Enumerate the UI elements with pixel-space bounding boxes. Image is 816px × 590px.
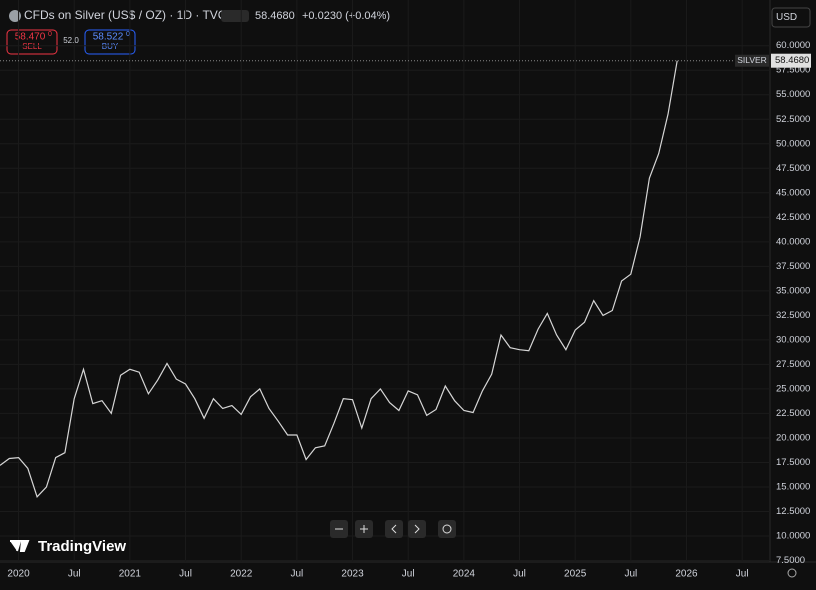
y-tick-label: 27.5000	[776, 359, 810, 370]
price: 58.4680	[255, 10, 295, 22]
x-tick-label: 2025	[564, 569, 587, 580]
buy-price[interactable]: 58.522	[93, 32, 124, 43]
currency-button[interactable]	[771, 7, 811, 28]
x-tick-label: Jul	[513, 569, 526, 580]
y-tick-label: 55.0000	[776, 89, 810, 100]
series-tag-label: SILVER	[737, 55, 767, 65]
x-tick-label: Jul	[736, 569, 749, 580]
x-tick-label: 2022	[230, 569, 253, 580]
y-tick-label: 15.0000	[776, 481, 810, 492]
y-tick-label: 42.5000	[776, 212, 810, 223]
settings-icon[interactable]	[787, 568, 797, 578]
buy-label[interactable]: BUY	[102, 42, 119, 51]
x-tick-label: Jul	[68, 569, 81, 580]
y-tick-label: 12.5000	[776, 506, 810, 517]
scroll-left[interactable]	[385, 520, 403, 538]
price-line-series	[0, 60, 678, 498]
price-tag-label: 58.4680	[775, 55, 809, 66]
x-tick-label: 2020	[7, 569, 30, 580]
buy-button[interactable]	[84, 29, 136, 55]
brand: TradingView	[38, 538, 126, 555]
change: +0.0230 (+0.04%)	[302, 10, 390, 22]
x-tick-label: Jul	[402, 569, 415, 580]
x-tick-label: 2026	[675, 569, 698, 580]
y-tick-label: 35.0000	[776, 285, 810, 296]
sell-button[interactable]	[6, 29, 58, 55]
x-tick-label: 2023	[341, 569, 364, 580]
y-tick-label: 7.5000	[776, 555, 805, 566]
y-tick-label: 47.5000	[776, 163, 810, 174]
y-tick-label: 20.0000	[776, 432, 810, 443]
reset[interactable]	[438, 520, 456, 538]
x-tick-label: 2024	[453, 569, 476, 580]
price-tag	[771, 53, 811, 68]
x-tick-label: Jul	[624, 569, 637, 580]
y-tick-label: 50.0000	[776, 138, 810, 149]
x-tick-label: Jul	[290, 569, 303, 580]
x-tick-label: 2021	[119, 569, 142, 580]
y-tick-label: 17.5000	[776, 457, 810, 468]
buy-sup[interactable]: 0	[126, 31, 130, 38]
y-tick-label: 10.0000	[776, 531, 810, 542]
y-tick-label: 37.5000	[776, 261, 810, 272]
y-tick-label: 40.0000	[776, 236, 810, 247]
sell-price[interactable]: 58.470	[15, 32, 46, 43]
brand-logo	[10, 540, 30, 552]
y-tick-label: 45.0000	[776, 187, 810, 198]
icon	[360, 525, 368, 533]
sell-label[interactable]: SELL	[22, 42, 42, 51]
icon	[391, 524, 397, 534]
y-tick-label: 22.5000	[776, 408, 810, 419]
title: CFDs on Silver (US$ / OZ) · 1D · TVC	[24, 8, 227, 22]
y-tick-label: 57.5000	[776, 65, 810, 76]
spread: 52.0	[63, 36, 79, 45]
icon	[414, 524, 420, 534]
y-tick-label: 30.0000	[776, 334, 810, 345]
icon	[442, 524, 452, 534]
symbol-icon	[9, 10, 21, 22]
x-tick-label: Jul	[179, 569, 192, 580]
y-tick-label: 52.5000	[776, 114, 810, 125]
y-tick-label: 25.0000	[776, 383, 810, 394]
status-badge	[221, 10, 249, 22]
y-tick-label: 60.0000	[776, 40, 810, 51]
series-tag	[735, 54, 769, 67]
scroll-right[interactable]	[408, 520, 426, 538]
y-tick-label: 32.5000	[776, 310, 810, 321]
zoom-controls	[330, 520, 456, 538]
currency[interactable]: USD	[776, 12, 797, 23]
sell-sup[interactable]: 0	[48, 31, 52, 38]
